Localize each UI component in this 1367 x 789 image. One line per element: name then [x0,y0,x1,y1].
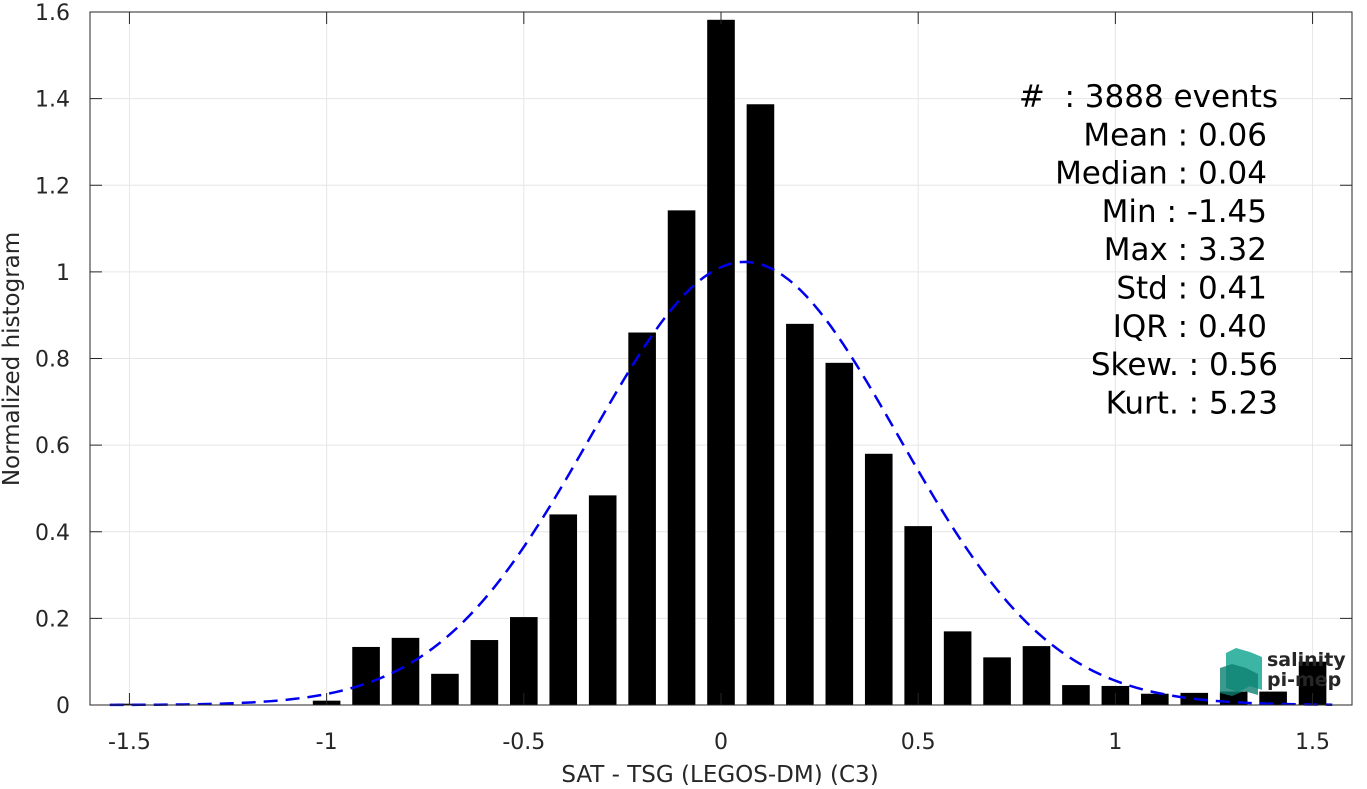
x-tick-label-1: -1 [316,730,338,755]
histogram-bar-11 [549,514,578,705]
x-tick-label-2: -0.5 [502,730,545,755]
stat-line-1: Mean : 0.06 [1083,117,1267,153]
histogram-bar-6 [352,646,380,705]
stat-line-3: Min : -1.45 [1102,194,1267,230]
histogram-bar-8 [431,673,459,705]
stat-line-5: Std : 0.41 [1116,271,1267,307]
histogram-bar-24 [1062,685,1090,705]
y-tick-label-8: 1.6 [35,1,70,26]
logo-wave-shape-2 [1220,664,1258,696]
x-tick-label-3: 0 [714,730,728,755]
salinity-pi-mep-logo: salinity pi-mep [1220,648,1346,696]
y-tick-label-0: 0 [56,694,70,719]
y-tick-label-3: 0.6 [35,434,70,459]
gaussian-fit-curve [109,260,1333,707]
histogram-bar-26 [1141,693,1169,705]
stat-line-4: Max : 3.32 [1104,232,1267,268]
y-axis-label: Normalized histogram [0,232,25,486]
histogram-bar-19 [864,453,893,705]
logo-text-salinity: salinity [1267,649,1346,671]
stat-line-7: Skew. : 0.56 [1091,347,1278,383]
histogram-bar-15 [707,19,735,705]
histogram-bar-14 [667,210,696,705]
histogram-bar-29 [1259,691,1287,705]
x-tick-label-4: 0.5 [901,730,936,755]
stat-line-2: Median : 0.04 [1055,156,1267,192]
stat-line-0: # : 3888 events [1019,79,1278,115]
tick-labels: -1.5 -1 -0.5 0 0.5 1 1.5 0 0.2 0.4 0.6 0.8 1 1.2 1.4 1.… [35,1,1330,755]
histogram-bar-17 [786,323,814,705]
y-tick-label-4: 0.8 [35,348,70,373]
x-axis-label: SAT - TSG (LEGOS-DM) (C3) [561,762,878,785]
histogram-bar-23 [1022,646,1051,705]
histogram-bar-18 [825,362,854,705]
histogram-bar-9 [470,640,499,705]
histogram-bar-22 [983,657,1011,705]
histogram-bar-20 [904,526,932,705]
stat-line-6: IQR : 0.40 [1113,309,1267,345]
y-tick-label-1: 0.2 [35,607,70,632]
axes [89,11,1353,706]
histogram-bar-10 [510,617,538,705]
y-tick-label-5: 1 [56,261,70,286]
x-tick-label-0: -1.5 [108,730,151,755]
x-tick-label-5: 1 [1108,730,1122,755]
y-tick-label-7: 1.4 [35,88,70,113]
y-tick-label-2: 0.4 [35,521,70,546]
y-tick-label-6: 1.2 [35,174,70,199]
histogram-bar-16 [746,104,775,706]
histogram-bar-12 [588,495,617,705]
x-tick-label-6: 1.5 [1295,730,1330,755]
histogram-bars [115,19,1327,706]
logo-text-pi-mep: pi-mep [1267,669,1341,691]
histogram-bar-13 [628,332,656,705]
stat-line-8: Kurt. : 5.23 [1106,385,1278,421]
histogram-bar-21 [943,631,972,705]
